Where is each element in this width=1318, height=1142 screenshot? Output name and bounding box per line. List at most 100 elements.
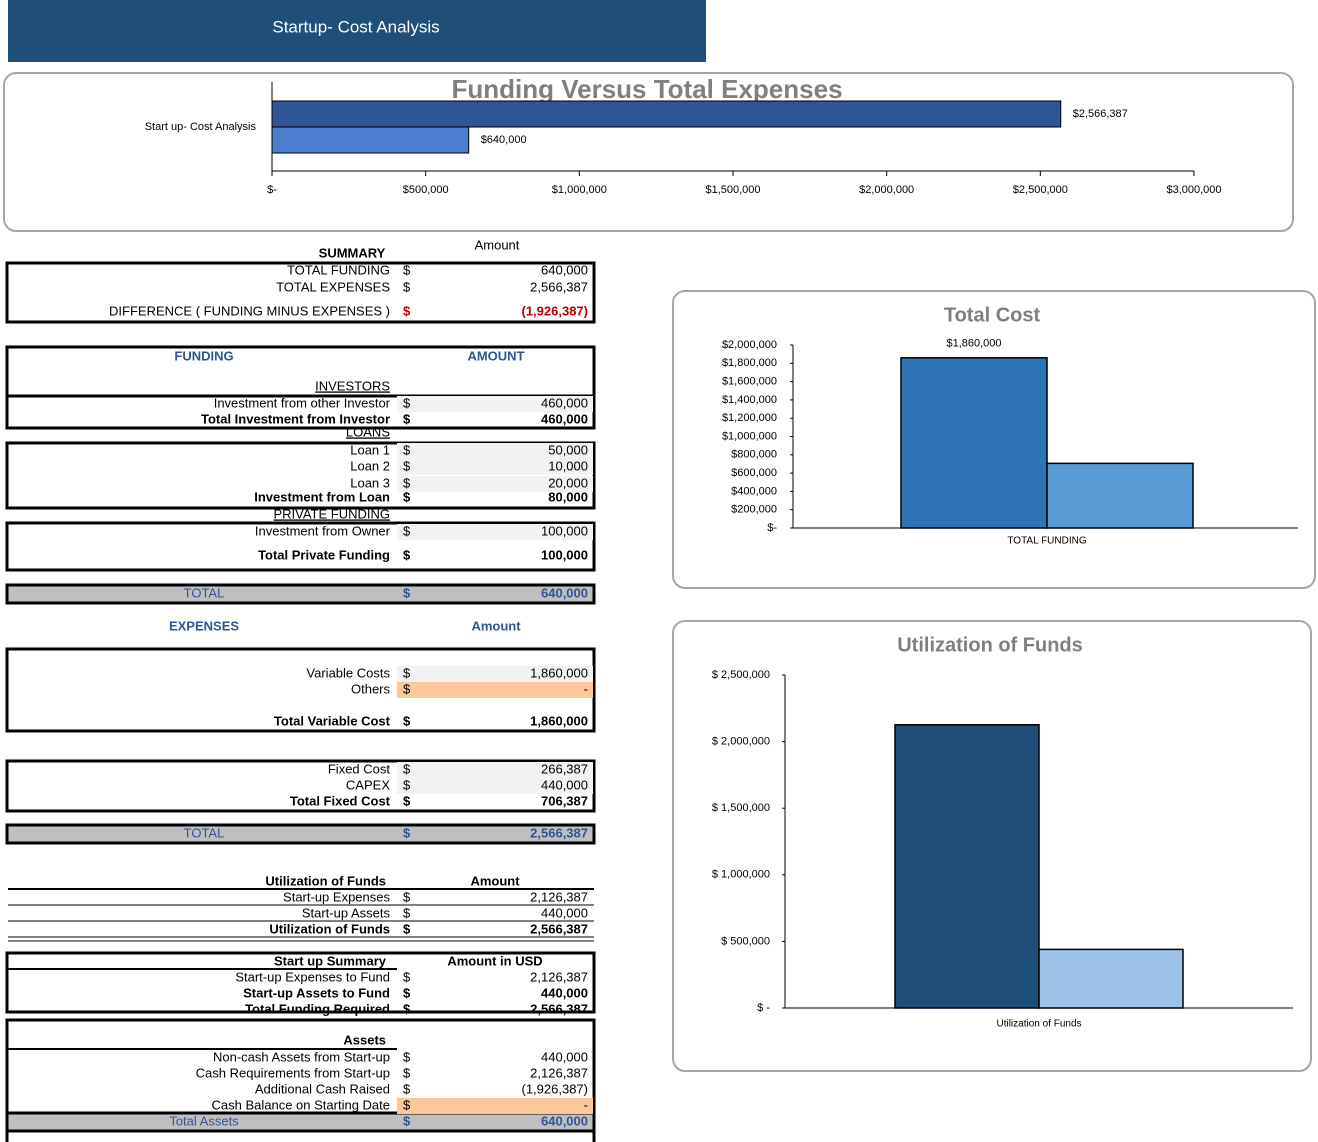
row-currency: $ (403, 1081, 411, 1096)
row-currency: $ (403, 458, 411, 473)
row-amount: 460,000 (541, 395, 588, 410)
row-label: Start-up Expenses to Fund (235, 969, 390, 984)
x-tick-label: $1,500,000 (705, 184, 760, 196)
row-currency: $ (403, 523, 411, 538)
y-tick-label: $1,400,000 (722, 394, 777, 406)
y-tick-label: $ - (757, 1002, 770, 1014)
cell-fill (397, 443, 593, 459)
y-tick-label: $ 2,500,000 (712, 669, 770, 681)
row-amount: (1,926,387) (522, 303, 589, 318)
row-label: EXPENSES (169, 618, 239, 633)
row-amount: 1,860,000 (530, 713, 588, 728)
row-label: Start-up Assets to Fund (243, 985, 390, 1000)
chart-title: Utilization of Funds (897, 634, 1083, 656)
row-currency: $ (403, 411, 411, 426)
y-tick-label: $400,000 (731, 485, 777, 497)
row-amount: 2,566,387 (530, 921, 588, 936)
row-label: TOTAL (184, 825, 225, 840)
row-amount: 440,000 (541, 777, 588, 792)
row-amount: 50,000 (548, 442, 588, 457)
cell-fill (397, 524, 593, 540)
row-currency: $ (403, 489, 411, 504)
row-amount: 640,000 (541, 262, 588, 277)
x-tick-label: $2,000,000 (859, 184, 914, 196)
row-currency: $ (403, 1049, 411, 1064)
x-tick-label: $500,000 (403, 184, 449, 196)
row-amount: 20,000 (548, 475, 588, 490)
row-amount: 266,387 (541, 761, 588, 776)
row-currency: $ (403, 969, 411, 984)
y-tick-label: $800,000 (731, 449, 777, 461)
row-label: DIFFERENCE ( FUNDING MINUS EXPENSES ) (109, 303, 390, 318)
row-amount: 2,566,387 (530, 1001, 588, 1016)
category-label: TOTAL FUNDING (1007, 536, 1086, 547)
cell-fill (397, 682, 593, 698)
bar (271, 126, 470, 154)
row-amount: 80,000 (548, 489, 588, 504)
row-currency: $ (403, 905, 411, 920)
row-label: FUNDING (174, 348, 233, 363)
row-amount: 440,000 (541, 1049, 588, 1064)
header-title: Startup- Cost Analysis (272, 17, 439, 36)
y-tick-label: $- (767, 522, 777, 534)
row-label: CAPEX (346, 777, 390, 792)
y-tick-label: $1,200,000 (722, 412, 777, 424)
header-bar (8, 0, 706, 62)
bar (900, 357, 1048, 529)
bar (1046, 462, 1194, 529)
row-currency: $ (403, 1097, 411, 1112)
row-currency: $ (403, 395, 411, 410)
row-amount: 1,860,000 (530, 665, 588, 680)
row-label: Start-up Expenses (283, 889, 390, 904)
y-tick-label: $1,000,000 (722, 430, 777, 442)
cell-fill (397, 778, 593, 794)
category-label: Utilization of Funds (996, 1019, 1081, 1030)
sheet-boxes (5, 261, 596, 1142)
y-tick-label: $200,000 (731, 504, 777, 516)
bar (894, 724, 1040, 1009)
row-label: Start-up Assets (302, 905, 391, 920)
cell-fill (397, 762, 593, 778)
cell-fill (397, 459, 593, 475)
row-label: TOTAL (184, 585, 225, 600)
y-tick-label: $ 2,000,000 (712, 736, 770, 748)
row-amount: Amount (471, 618, 521, 633)
bar (1038, 948, 1184, 1009)
row-label: Non-cash Assets from Start-up (213, 1049, 390, 1064)
x-tick-label: $- (267, 184, 277, 196)
row-amount: 706,387 (541, 793, 588, 808)
row-amount: AMOUNT (467, 348, 524, 363)
row-label: Loan 2 (350, 458, 390, 473)
row-currency: $ (403, 921, 411, 936)
row-label: Others (351, 681, 391, 696)
category-label: Start up- Cost Analysis (145, 121, 257, 133)
row-amount: 460,000 (541, 411, 588, 426)
row-label: Cash Balance on Starting Date (212, 1097, 391, 1112)
value-label: $1,860,000 (946, 338, 1001, 350)
y-tick-label: $ 1,000,000 (712, 869, 770, 881)
row-currency: $ (403, 825, 411, 840)
row-label: Total Assets (169, 1113, 239, 1128)
row-label: Assets (343, 1032, 386, 1047)
row-amount: (1,926,387) (522, 1081, 589, 1096)
row-amount: Amount in USD (447, 953, 542, 968)
row-currency: $ (403, 1001, 411, 1016)
row-label: Total Private Funding (258, 547, 390, 562)
row-currency: $ (403, 262, 411, 277)
row-currency: $ (403, 475, 411, 490)
row-amount: 2,566,387 (530, 279, 588, 294)
value-label: $640,000 (481, 134, 527, 146)
chart-title: Total Cost (944, 304, 1041, 326)
value-label: $2,566,387 (1073, 108, 1128, 120)
y-tick-label: $1,600,000 (722, 376, 777, 388)
row-currency: $ (403, 793, 411, 808)
row-label: LOANS (346, 424, 390, 439)
row-amount: 2,126,387 (530, 1065, 588, 1080)
cell-fill (397, 666, 593, 682)
y-tick-label: $ 500,000 (721, 935, 770, 947)
bar (271, 100, 1062, 128)
row-label: SUMMARY (319, 245, 386, 260)
y-tick-label: $2,000,000 (722, 339, 777, 351)
cell-fill (397, 396, 593, 412)
row-label: Investment from Loan (254, 489, 390, 504)
